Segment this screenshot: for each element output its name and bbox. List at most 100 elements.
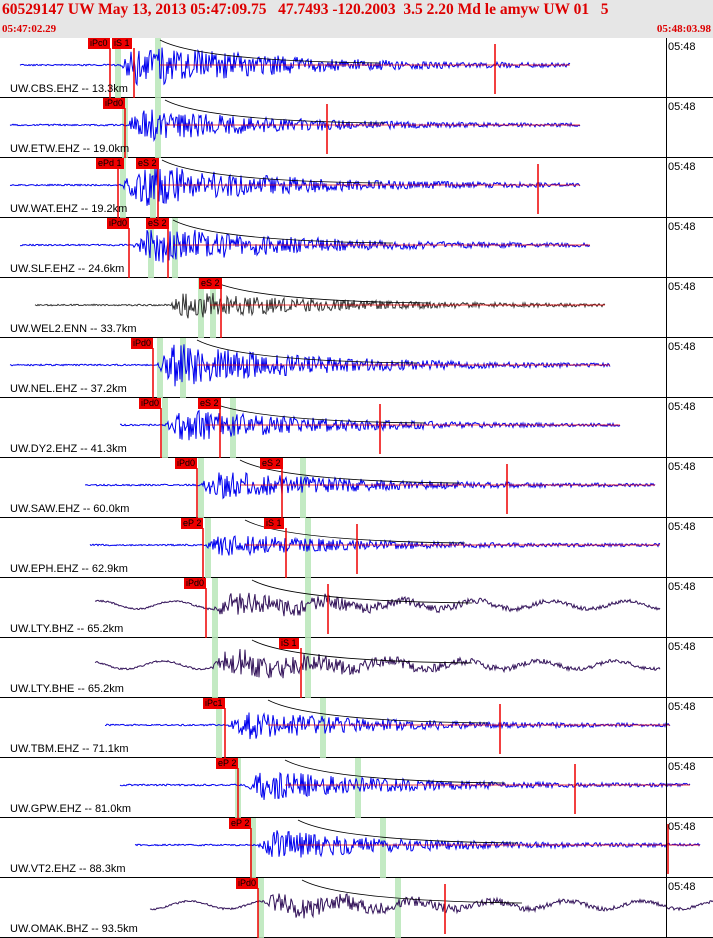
phase-pick-label[interactable]: eS 2	[146, 218, 169, 229]
phase-pick-label[interactable]: eS 2	[136, 158, 159, 169]
minute-gridline	[666, 518, 667, 577]
phase-pick-label[interactable]: iS 1	[264, 518, 284, 529]
coda-decay-curve	[196, 339, 418, 364]
coda-window-band	[198, 278, 204, 338]
phase-pick-label[interactable]: iS 1	[112, 38, 132, 49]
coda-window-band	[115, 38, 121, 98]
coda-window-band	[120, 158, 126, 218]
phase-pick-label[interactable]: iPd0	[107, 218, 130, 229]
phase-pick-label[interactable]: eP 2	[181, 518, 204, 529]
station-label: UW.CBS.EHZ -- 13.3km	[10, 83, 128, 95]
phase-pick-label[interactable]: eP 2	[216, 758, 239, 769]
trace-panel: eS 2 05:48 UW.WEL2.ENN -- 33.7km	[0, 278, 713, 338]
coda-window-band	[155, 98, 161, 158]
event-title: 60529147 UW May 13, 2013 05:47:09.75 47.…	[2, 1, 609, 18]
station-label: UW.OMAK.BHZ -- 93.5km	[10, 923, 138, 935]
station-label: UW.LTY.BHE -- 65.2km	[10, 683, 124, 695]
trace-panel: iPd0 05:48 UW.NEL.EHZ -- 37.2km	[0, 338, 713, 398]
trace-panel: iPd0 eS 2 05:48 UW.SAW.EHZ -- 60.0km	[0, 458, 713, 518]
station-label: UW.NEL.EHZ -- 37.2km	[10, 383, 127, 395]
phase-pick-label[interactable]: iPc1	[203, 698, 225, 709]
coda-decay-curve	[244, 519, 466, 544]
waveform	[19, 39, 571, 98]
waveform	[104, 699, 671, 758]
waveform	[94, 579, 661, 638]
minute-gridline	[666, 38, 667, 97]
end-time: 05:48:03.98	[656, 23, 711, 35]
phase-pick-label[interactable]: iPd0	[131, 338, 154, 349]
waveform-trace	[34, 292, 606, 319]
coda-decay-curve	[209, 279, 431, 304]
waveform-trace	[19, 47, 571, 87]
minute-gridline	[666, 878, 667, 937]
minute-gridline	[666, 458, 667, 517]
phase-pick-label[interactable]: iPd0	[236, 878, 259, 889]
waveform-trace	[104, 712, 671, 740]
time-tick-label: 05:48	[668, 101, 696, 113]
coda-window-band	[150, 158, 156, 218]
station-label: UW.SAW.EHZ -- 60.0km	[10, 503, 130, 515]
coda-window-band	[198, 458, 204, 518]
waveform-trace	[9, 344, 611, 387]
phase-pick-label[interactable]: eS 2	[260, 458, 283, 469]
phase-pick-label[interactable]: eP 2	[229, 818, 252, 829]
station-label: UW.GPW.EHZ -- 81.0km	[10, 803, 132, 815]
phase-pick-label[interactable]: ePd 1	[96, 158, 124, 169]
trace-panel: iPd0 05:48 UW.LTY.BHZ -- 65.2km	[0, 578, 713, 638]
minute-gridline	[666, 398, 667, 457]
trace-panel: eP 2 iS 1 05:48 UW.EPH.EHZ -- 62.9km	[0, 518, 713, 578]
coda-window-band	[216, 698, 222, 758]
waveform-trace	[119, 409, 621, 441]
waveform-trace	[94, 648, 661, 679]
coda-decay-curve	[204, 399, 426, 424]
coda-window-band	[320, 698, 326, 758]
minute-gridline	[666, 818, 667, 877]
coda-window-band	[380, 818, 386, 878]
waveform-trace	[89, 535, 661, 557]
trace-panel: iPc1 05:48 UW.TBM.EHZ -- 71.1km	[0, 698, 713, 758]
station-label: UW.VT2.EHZ -- 88.3km	[10, 863, 126, 875]
coda-window-band	[155, 38, 161, 98]
coda-window-band	[258, 878, 264, 938]
coda-decay-curve	[159, 39, 381, 64]
station-label: UW.WAT.EHZ -- 19.2km	[10, 203, 128, 215]
time-tick-label: 05:48	[668, 401, 696, 413]
phase-pick-label[interactable]: eS 2	[199, 278, 222, 289]
minute-gridline	[666, 698, 667, 757]
trace-panel: iPd0 05:48 UW.OMAK.BHZ -- 93.5km	[0, 878, 713, 938]
phase-pick-label[interactable]: iPd0	[103, 98, 126, 109]
minute-gridline	[666, 338, 667, 397]
phase-pick-label[interactable]: iS 1	[279, 638, 299, 649]
waveform-trace	[19, 229, 591, 263]
seismogram-panels: iPc0 iS 1 05:48 UW.CBS.EHZ -- 13.3km iPd0 05:…	[0, 38, 713, 938]
time-tick-label: 05:48	[668, 461, 696, 473]
station-label: UW.SLF.EHZ -- 24.6km	[10, 263, 125, 275]
minute-gridline	[666, 758, 667, 817]
coda-decay-curve	[239, 459, 461, 484]
waveform	[134, 819, 701, 878]
coda-window-band	[212, 638, 218, 698]
station-label: UW.ETW.EHZ -- 19.0km	[10, 143, 130, 155]
station-label: UW.EPH.EHZ -- 62.9km	[10, 563, 128, 575]
trace-panel: eP 2 05:48 UW.VT2.EHZ -- 88.3km	[0, 818, 713, 878]
minute-gridline	[666, 218, 667, 277]
phase-pick-label[interactable]: iPc0	[88, 38, 110, 49]
waveform	[34, 279, 606, 338]
minute-gridline	[666, 278, 667, 337]
phase-pick-label[interactable]: iPd0	[139, 398, 162, 409]
trace-panel: iPd0 eS 2 05:48 UW.DY2.EHZ -- 41.3km	[0, 398, 713, 458]
coda-decay-curve	[161, 159, 383, 184]
station-label: UW.TBM.EHZ -- 71.1km	[10, 743, 129, 755]
minute-gridline	[666, 638, 667, 697]
phase-pick-label[interactable]: iPd0	[184, 578, 207, 589]
waveform	[9, 99, 581, 158]
phase-pick-label[interactable]: iPd0	[175, 458, 198, 469]
coda-decay-curve	[251, 579, 473, 604]
coda-decay-curve	[164, 99, 386, 124]
trace-panel: eP 2 05:48 UW.GPW.EHZ -- 81.0km	[0, 758, 713, 818]
time-tick-label: 05:48	[668, 761, 696, 773]
phase-pick-label[interactable]: eS 2	[198, 398, 221, 409]
time-tick-label: 05:48	[668, 641, 696, 653]
station-label: UW.DY2.EHZ -- 41.3km	[10, 443, 127, 455]
waveform-trace	[119, 771, 691, 800]
